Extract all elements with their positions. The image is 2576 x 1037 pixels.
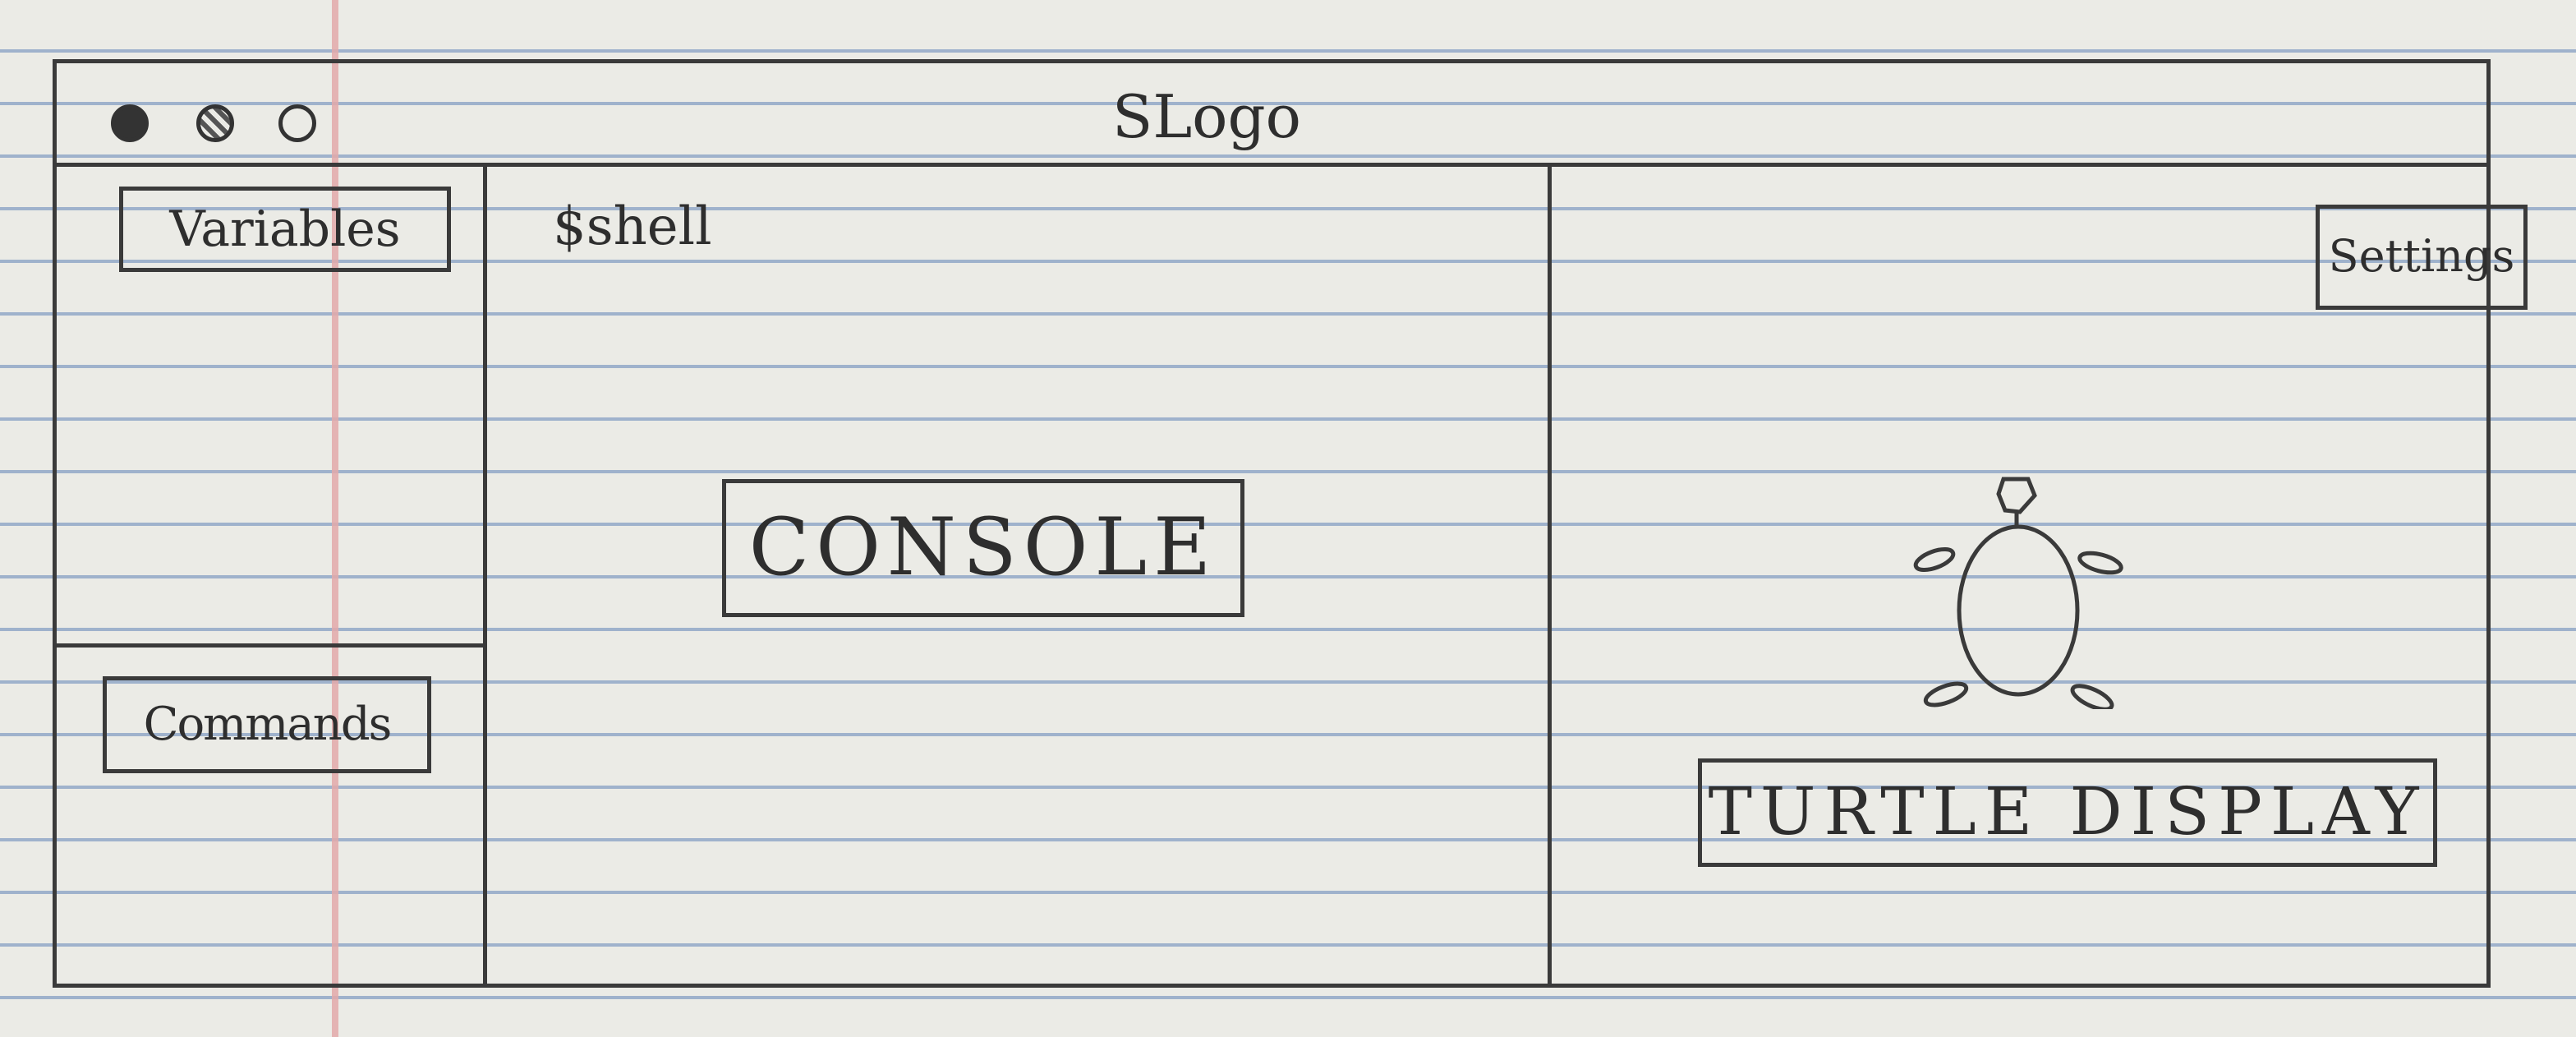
slogo-window: SLogo Variables Commands $shell CONSOLE … [53, 59, 2528, 988]
console-panel[interactable]: $shell CONSOLE [487, 167, 1552, 984]
turtle-icon [1913, 477, 2123, 709]
settings-button[interactable]: Settings [2316, 205, 2528, 310]
turtle-display-panel: Settings TURTLE DISPLAY [1552, 167, 2528, 984]
sidebar-divider [57, 643, 483, 648]
turtle-display-label: TURTLE DISPLAY [1698, 758, 2437, 867]
shell-prompt: $shell [553, 196, 712, 257]
variables-panel-label: Variables [119, 187, 451, 272]
commands-panel-label: Commands [103, 676, 431, 773]
minimize-icon[interactable] [196, 104, 234, 142]
title-bar: SLogo [57, 63, 2486, 167]
paper-margin-line [332, 0, 338, 1037]
close-icon[interactable] [111, 104, 149, 142]
window-title: SLogo [1112, 82, 1301, 151]
console-label: CONSOLE [722, 479, 1244, 617]
maximize-icon[interactable] [278, 104, 316, 142]
sidebar: Variables Commands [57, 167, 487, 984]
